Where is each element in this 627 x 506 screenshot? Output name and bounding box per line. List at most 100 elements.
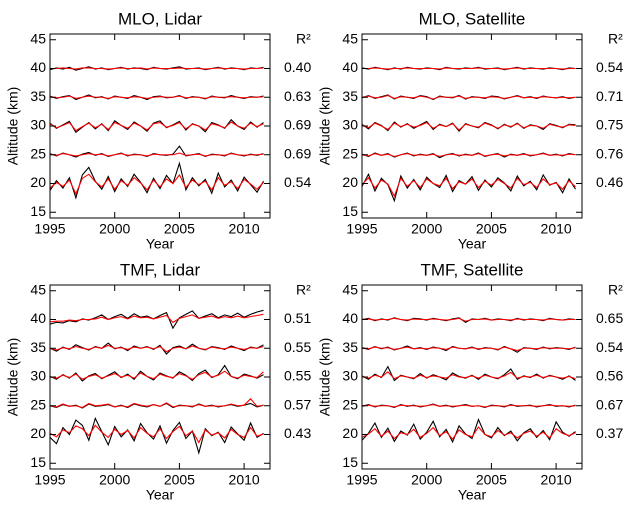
data-line (50, 424, 264, 444)
r2-value: 0.55 (284, 368, 311, 384)
r2-value: 0.63 (284, 88, 311, 104)
x-tick-label: 2010 (541, 221, 572, 237)
y-tick-label: 25 (30, 396, 46, 412)
plot-area (50, 66, 265, 200)
y-axis-label: Altitude (km) (5, 87, 21, 166)
data-line (362, 121, 576, 131)
r2-value: 0.69 (284, 117, 311, 133)
y-tick-label: 35 (30, 339, 46, 355)
r2-title: R² (608, 281, 623, 297)
r2-value: 0.76 (596, 145, 623, 161)
r2-value: 0.54 (284, 174, 311, 190)
r2-value: 0.51 (284, 310, 311, 326)
y-tick-label: 20 (30, 174, 46, 190)
r2-value: 0.43 (284, 425, 311, 441)
y-tick-label: 25 (342, 145, 358, 161)
x-tick-label: 2005 (476, 221, 507, 237)
x-axis-label: Year (146, 487, 175, 503)
y-tick-label: 45 (30, 281, 46, 297)
r2-title: R² (608, 30, 623, 46)
data-line (362, 176, 576, 198)
data-line (362, 426, 576, 440)
data-line (50, 121, 264, 132)
x-tick-label: 2010 (541, 472, 572, 488)
panel: TMF, Satellite 15 20 25 30 35 40 45 1995 2000 2005… (317, 260, 624, 502)
y-tick-label: 15 (342, 454, 358, 470)
data-line (362, 346, 576, 352)
axes-frame (49, 284, 271, 470)
y-tick-label: 15 (342, 203, 358, 219)
data-line (50, 161, 265, 200)
y-tick-label: 15 (30, 454, 46, 470)
x-axis-label: Year (458, 236, 487, 252)
x-axis-label: Year (146, 236, 175, 252)
r2-value: 0.75 (596, 117, 623, 133)
data-line (362, 404, 576, 408)
y-tick-label: 35 (342, 339, 358, 355)
x-tick-label: 2000 (411, 472, 442, 488)
y-tick-label: 40 (342, 310, 358, 326)
panel: MLO, Lidar 15 20 25 30 35 40 45 1995 2000 2005 2010… (5, 9, 312, 251)
x-tick-label: 1995 (34, 472, 65, 488)
y-tick-label: 20 (342, 425, 358, 441)
data-line (362, 317, 576, 322)
x-tick-label: 2005 (164, 472, 195, 488)
panel: MLO, Satellite 15 20 25 30 35 40 45 1995 2000 2005… (317, 9, 624, 251)
panel-title: MLO, Satellite (419, 9, 526, 28)
panel: TMF, Lidar 15 20 25 30 35 40 45 1995 2000 2005 2010… (5, 260, 312, 502)
data-line (50, 398, 264, 409)
y-tick-label: 30 (30, 368, 46, 384)
x-tick-label: 2000 (99, 472, 130, 488)
r2-value: 0.40 (284, 59, 311, 75)
r2-value: 0.54 (596, 339, 623, 355)
r2-value: 0.65 (596, 310, 623, 326)
y-tick-label: 45 (342, 30, 358, 46)
x-tick-label: 2000 (99, 221, 130, 237)
x-axis-label: Year (458, 487, 487, 503)
y-tick-label: 20 (342, 174, 358, 190)
y-tick-label: 30 (30, 117, 46, 133)
data-line (50, 95, 264, 99)
x-tick-label: 2000 (411, 221, 442, 237)
r2-value: 0.67 (596, 396, 623, 412)
data-line (50, 152, 264, 157)
data-line (50, 313, 264, 324)
y-tick-label: 30 (342, 117, 358, 133)
y-tick-label: 15 (30, 203, 46, 219)
y-axis-label: Altitude (km) (5, 338, 21, 417)
data-line (50, 370, 264, 380)
x-tick-label: 1995 (346, 221, 377, 237)
y-axis-label: Altitude (km) (317, 338, 333, 417)
r2-title: R² (296, 281, 311, 297)
data-line (362, 67, 576, 70)
data-line (362, 371, 576, 380)
x-tick-label: 2010 (229, 472, 260, 488)
x-tick-label: 2005 (164, 221, 195, 237)
r2-title: R² (296, 30, 311, 46)
y-tick-label: 40 (30, 310, 46, 326)
data-line (50, 344, 264, 353)
plot-area (362, 317, 576, 444)
data-line (50, 416, 264, 455)
r2-value: 0.56 (596, 368, 623, 384)
plot-area (362, 66, 576, 203)
y-tick-label: 25 (342, 396, 358, 412)
data-line (50, 173, 264, 196)
y-tick-label: 35 (30, 88, 46, 104)
y-tick-label: 40 (30, 59, 46, 75)
y-tick-label: 45 (342, 281, 358, 297)
y-tick-label: 45 (30, 30, 46, 46)
x-tick-label: 1995 (34, 221, 65, 237)
r2-value: 0.55 (284, 339, 311, 355)
r2-value: 0.46 (596, 174, 623, 190)
y-tick-label: 20 (30, 425, 46, 441)
r2-value: 0.57 (284, 396, 311, 412)
y-tick-label: 25 (30, 145, 46, 161)
data-line (362, 94, 576, 100)
data-line (362, 153, 576, 158)
x-tick-label: 1995 (346, 472, 377, 488)
r2-value: 0.54 (596, 59, 623, 75)
y-tick-label: 30 (342, 368, 358, 384)
y-axis-label: Altitude (km) (317, 87, 333, 166)
x-tick-label: 2010 (229, 221, 260, 237)
